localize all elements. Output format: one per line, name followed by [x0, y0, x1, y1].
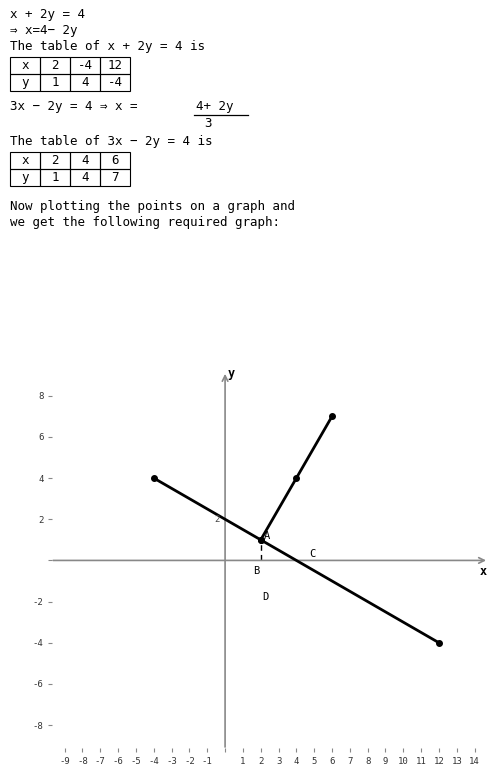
Text: 2: 2	[51, 59, 59, 72]
Text: y: y	[21, 76, 29, 89]
Text: 7: 7	[111, 171, 119, 184]
Bar	[40, 169, 70, 186]
Bar	[70, 152, 100, 169]
Bar	[40, 57, 70, 74]
Text: C: C	[309, 550, 315, 560]
Bar	[70, 57, 100, 74]
Text: 2: 2	[51, 154, 59, 167]
Bar	[10, 152, 40, 169]
Text: 6: 6	[111, 154, 119, 167]
Text: 1: 1	[51, 171, 59, 184]
Text: 1: 1	[51, 76, 59, 89]
Text: B: B	[253, 566, 259, 576]
Text: x: x	[21, 154, 29, 167]
Text: 4+ 2y: 4+ 2y	[196, 100, 233, 113]
Text: x: x	[21, 59, 29, 72]
Text: 4: 4	[81, 154, 89, 167]
Bar	[70, 169, 100, 186]
Text: D: D	[263, 591, 269, 601]
Text: 12: 12	[107, 59, 122, 72]
Text: -4: -4	[107, 76, 122, 89]
Text: 2: 2	[214, 516, 220, 524]
Bar	[100, 169, 130, 186]
Text: 4: 4	[81, 171, 89, 184]
Bar	[40, 74, 70, 91]
Text: The table of x + 2y = 4 is: The table of x + 2y = 4 is	[10, 40, 205, 53]
Text: ⇒ x=4− 2y: ⇒ x=4− 2y	[10, 24, 78, 37]
Text: 4: 4	[81, 76, 89, 89]
Text: we get the following required graph:: we get the following required graph:	[10, 216, 280, 229]
Bar	[10, 169, 40, 186]
Text: 3x − 2y = 4 ⇒ x =: 3x − 2y = 4 ⇒ x =	[10, 100, 138, 113]
Text: y: y	[21, 171, 29, 184]
Bar	[70, 74, 100, 91]
Text: The table of 3x − 2y = 4 is: The table of 3x − 2y = 4 is	[10, 135, 213, 148]
Text: -4: -4	[78, 59, 93, 72]
Bar	[100, 74, 130, 91]
Bar	[10, 57, 40, 74]
Bar	[10, 74, 40, 91]
Text: x: x	[480, 565, 487, 578]
Text: Now plotting the points on a graph and: Now plotting the points on a graph and	[10, 200, 295, 213]
Bar	[40, 152, 70, 169]
Bar	[100, 57, 130, 74]
Text: A: A	[264, 531, 270, 541]
Text: y: y	[228, 367, 235, 380]
Bar	[100, 152, 130, 169]
Text: 3: 3	[204, 117, 212, 130]
Text: x + 2y = 4: x + 2y = 4	[10, 8, 85, 21]
